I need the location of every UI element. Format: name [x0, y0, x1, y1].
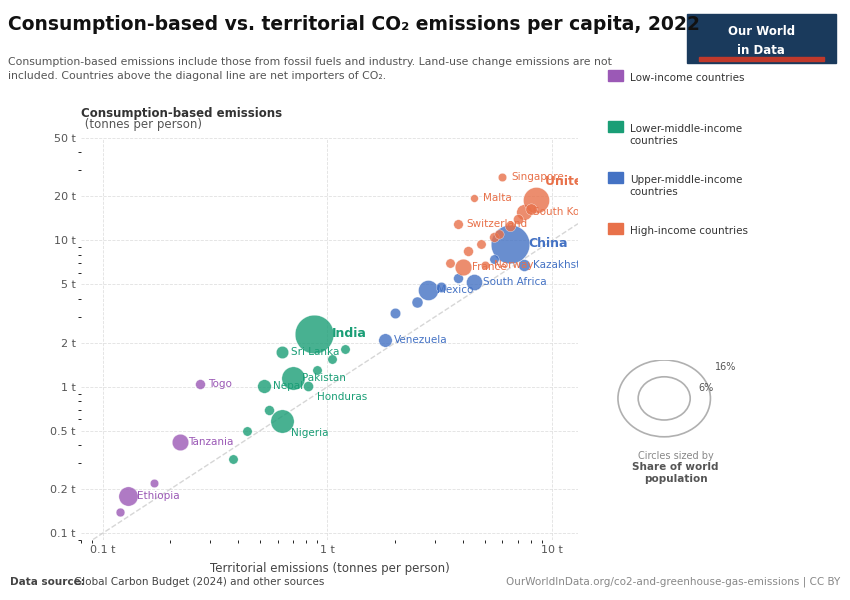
Text: South Africa: South Africa — [484, 277, 547, 287]
Point — [474, 239, 488, 248]
Point — [496, 172, 509, 182]
Point — [122, 491, 135, 501]
Text: Consumption-based emissions include those from fossil fuels and industry. Land-u: Consumption-based emissions include thos… — [8, 57, 612, 67]
Text: included. Countries above the diagonal line are net importers of CO₂.: included. Countries above the diagonal l… — [8, 71, 387, 81]
Point — [388, 308, 402, 317]
Point — [286, 373, 299, 383]
Text: Nigeria: Nigeria — [292, 428, 329, 438]
Point — [487, 232, 501, 242]
Text: Consumption-based emissions: Consumption-based emissions — [81, 107, 282, 120]
Point — [301, 381, 314, 391]
Point — [257, 381, 270, 391]
Text: (tonnes per person): (tonnes per person) — [81, 118, 201, 131]
Point — [263, 405, 276, 415]
Text: Share of world
population: Share of world population — [632, 462, 719, 484]
Point — [338, 344, 352, 354]
Text: 6%: 6% — [699, 383, 714, 393]
Text: Circles sized by: Circles sized by — [638, 451, 714, 461]
Point — [443, 258, 456, 268]
Text: Global Carbon Budget (2024) and other sources: Global Carbon Budget (2024) and other so… — [74, 577, 325, 587]
Text: Low-income countries: Low-income countries — [630, 73, 745, 83]
Text: Lower-middle-income: Lower-middle-income — [630, 124, 742, 134]
Text: Kazakhstan: Kazakhstan — [533, 260, 593, 270]
Point — [524, 204, 537, 214]
Point — [307, 329, 320, 338]
Text: countries: countries — [630, 187, 678, 197]
Text: Singapore: Singapore — [512, 172, 564, 182]
Text: Nepal: Nepal — [273, 380, 303, 391]
Point — [411, 297, 424, 307]
Text: United States: United States — [546, 175, 641, 188]
Text: Malta: Malta — [484, 193, 512, 203]
Text: Venezuela: Venezuela — [394, 335, 447, 344]
Point — [326, 354, 339, 364]
Point — [275, 347, 289, 357]
Point — [193, 379, 207, 389]
Text: Ethiopia: Ethiopia — [137, 491, 180, 501]
Point — [503, 239, 517, 248]
Bar — [699, 56, 824, 61]
Text: Mexico: Mexico — [437, 285, 473, 295]
X-axis label: Territorial emissions (tonnes per person): Territorial emissions (tonnes per person… — [209, 562, 450, 575]
Point — [456, 262, 470, 272]
Point — [241, 426, 254, 436]
Text: Honduras: Honduras — [317, 392, 367, 402]
Text: Upper-middle-income: Upper-middle-income — [630, 175, 742, 185]
Text: Sri Lanka: Sri Lanka — [292, 347, 340, 358]
Text: Consumption-based vs. territorial CO₂ emissions per capita, 2022: Consumption-based vs. territorial CO₂ em… — [8, 15, 700, 34]
Point — [518, 208, 531, 217]
Point — [487, 254, 501, 263]
Point — [434, 282, 448, 292]
Point — [468, 193, 481, 203]
Text: OurWorldInData.org/co2-and-greenhouse-gas-emissions | CC BY: OurWorldInData.org/co2-and-greenhouse-ga… — [506, 576, 840, 587]
Point — [503, 221, 517, 231]
Point — [451, 274, 465, 283]
Point — [275, 416, 289, 426]
Point — [530, 195, 543, 205]
Text: Norway: Norway — [494, 260, 533, 270]
Text: France: France — [472, 262, 507, 272]
Point — [461, 246, 474, 256]
Text: High-income countries: High-income countries — [630, 226, 748, 236]
Text: 16%: 16% — [715, 362, 736, 373]
Point — [378, 335, 392, 344]
Text: Our World: Our World — [728, 25, 795, 38]
Text: Tanzania: Tanzania — [189, 437, 234, 447]
Point — [114, 507, 128, 517]
Text: countries: countries — [630, 136, 678, 146]
Point — [511, 214, 524, 224]
Point — [468, 277, 481, 287]
Text: South Korea: South Korea — [533, 208, 597, 217]
Point — [310, 365, 324, 375]
Point — [173, 437, 186, 447]
Point — [492, 230, 506, 239]
Text: Pakistan: Pakistan — [302, 373, 345, 383]
Point — [422, 285, 435, 295]
Point — [451, 219, 465, 229]
Text: in Data: in Data — [737, 44, 785, 57]
Point — [226, 455, 240, 464]
Point — [518, 260, 531, 270]
Text: India: India — [332, 328, 366, 340]
Text: China: China — [529, 237, 568, 250]
Point — [148, 478, 162, 488]
Text: Togo: Togo — [208, 379, 232, 389]
Text: Data source:: Data source: — [10, 577, 88, 587]
Text: Switzerland: Switzerland — [467, 218, 528, 229]
Point — [478, 260, 491, 270]
